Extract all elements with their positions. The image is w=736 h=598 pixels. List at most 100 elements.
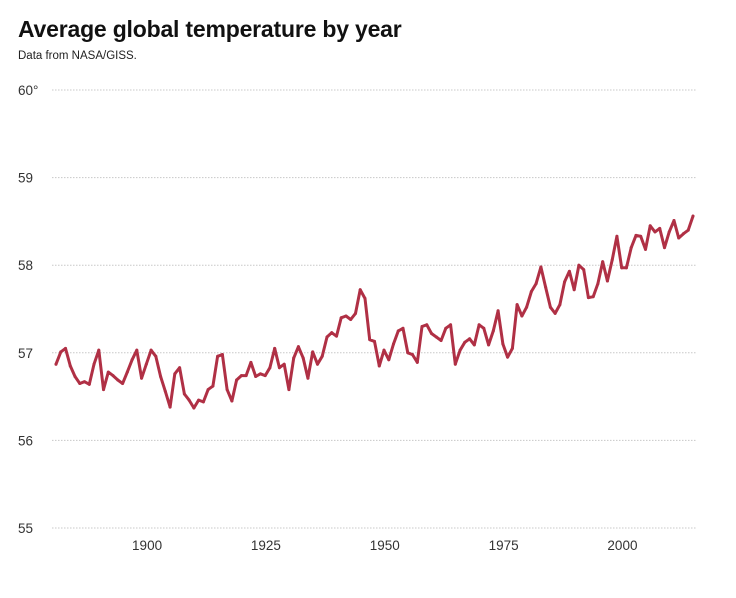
- data-point: [144, 362, 148, 366]
- x-tick-label: 1900: [132, 538, 162, 553]
- data-point: [235, 378, 239, 382]
- data-point: [662, 246, 666, 250]
- data-point: [648, 224, 652, 228]
- data-point: [268, 366, 272, 370]
- x-tick-label: 1950: [370, 538, 400, 553]
- data-point: [168, 405, 172, 409]
- data-point: [672, 219, 676, 223]
- data-point: [135, 348, 139, 352]
- data-point: [178, 366, 182, 370]
- data-point: [510, 346, 514, 350]
- data-point: [102, 388, 106, 392]
- temperature-line: [54, 214, 695, 410]
- data-point: [411, 353, 415, 357]
- data-point: [315, 362, 319, 366]
- data-point: [691, 214, 695, 218]
- data-point: [273, 346, 277, 350]
- data-point: [667, 230, 671, 234]
- data-point: [159, 374, 163, 378]
- data-point: [506, 355, 510, 359]
- data-point: [377, 364, 381, 368]
- data-point: [610, 258, 614, 262]
- data-point: [182, 392, 186, 396]
- data-point: [173, 372, 177, 376]
- data-point: [596, 282, 600, 286]
- data-point: [406, 351, 410, 355]
- data-point: [325, 335, 329, 339]
- y-tick-label: 55: [18, 521, 33, 536]
- y-tick-label: 60°: [18, 83, 38, 98]
- data-point: [334, 334, 338, 338]
- y-tick-label: 59: [18, 171, 33, 186]
- x-tick-label: 2000: [607, 538, 637, 553]
- data-point: [487, 343, 491, 347]
- data-point: [83, 380, 87, 384]
- data-point: [349, 318, 353, 322]
- data-point: [192, 406, 196, 410]
- data-point: [54, 362, 58, 366]
- data-point: [73, 374, 77, 378]
- data-point: [263, 374, 267, 378]
- data-point: [311, 350, 315, 354]
- data-point: [544, 285, 548, 289]
- data-point: [529, 289, 533, 293]
- data-point: [106, 370, 110, 374]
- gridlines: [52, 89, 696, 529]
- data-point: [197, 398, 201, 402]
- x-axis-ticks: 1900 1925 1950 1975 2000: [132, 538, 637, 553]
- data-point: [605, 279, 609, 283]
- data-point: [567, 269, 571, 273]
- data-point: [639, 234, 643, 238]
- data-point: [249, 360, 253, 364]
- data-point: [368, 338, 372, 342]
- data-point: [353, 311, 357, 315]
- data-point: [230, 399, 234, 403]
- data-point: [501, 342, 505, 346]
- data-point: [548, 305, 552, 309]
- data-point: [615, 234, 619, 238]
- data-point: [553, 311, 557, 315]
- data-point: [439, 339, 443, 343]
- data-point: [558, 303, 562, 307]
- data-point: [277, 366, 281, 370]
- data-point: [525, 305, 529, 309]
- data-point: [643, 247, 647, 251]
- data-point: [125, 370, 129, 374]
- data-point: [130, 358, 134, 362]
- data-point: [458, 348, 462, 352]
- data-point: [206, 388, 210, 392]
- data-point: [634, 233, 638, 237]
- data-point: [392, 342, 396, 346]
- data-point: [292, 356, 296, 360]
- data-point: [382, 348, 386, 352]
- data-point: [211, 384, 215, 388]
- data-point: [301, 356, 305, 360]
- data-point: [140, 376, 144, 380]
- data-point: [681, 232, 685, 236]
- data-point: [97, 348, 101, 352]
- data-point: [201, 400, 205, 404]
- y-tick-label: 56: [18, 433, 33, 448]
- data-point: [216, 354, 220, 358]
- series: [54, 214, 695, 410]
- data-point: [534, 282, 538, 286]
- data-point: [620, 266, 624, 270]
- data-point: [449, 323, 453, 327]
- data-point: [401, 326, 405, 330]
- data-point: [296, 345, 300, 349]
- data-point: [586, 296, 590, 300]
- y-tick-label: 58: [18, 258, 33, 273]
- data-point: [624, 266, 628, 270]
- data-point: [68, 364, 72, 368]
- data-point: [220, 353, 224, 357]
- data-point: [677, 236, 681, 240]
- data-point: [116, 378, 120, 382]
- chart-subtitle: Data from NASA/GISS.: [18, 50, 137, 62]
- data-point: [396, 329, 400, 333]
- data-point: [121, 381, 125, 385]
- data-point: [258, 372, 262, 376]
- data-point: [363, 296, 367, 300]
- data-point: [430, 332, 434, 336]
- x-tick-label: 1925: [251, 538, 281, 553]
- data-point: [111, 374, 115, 378]
